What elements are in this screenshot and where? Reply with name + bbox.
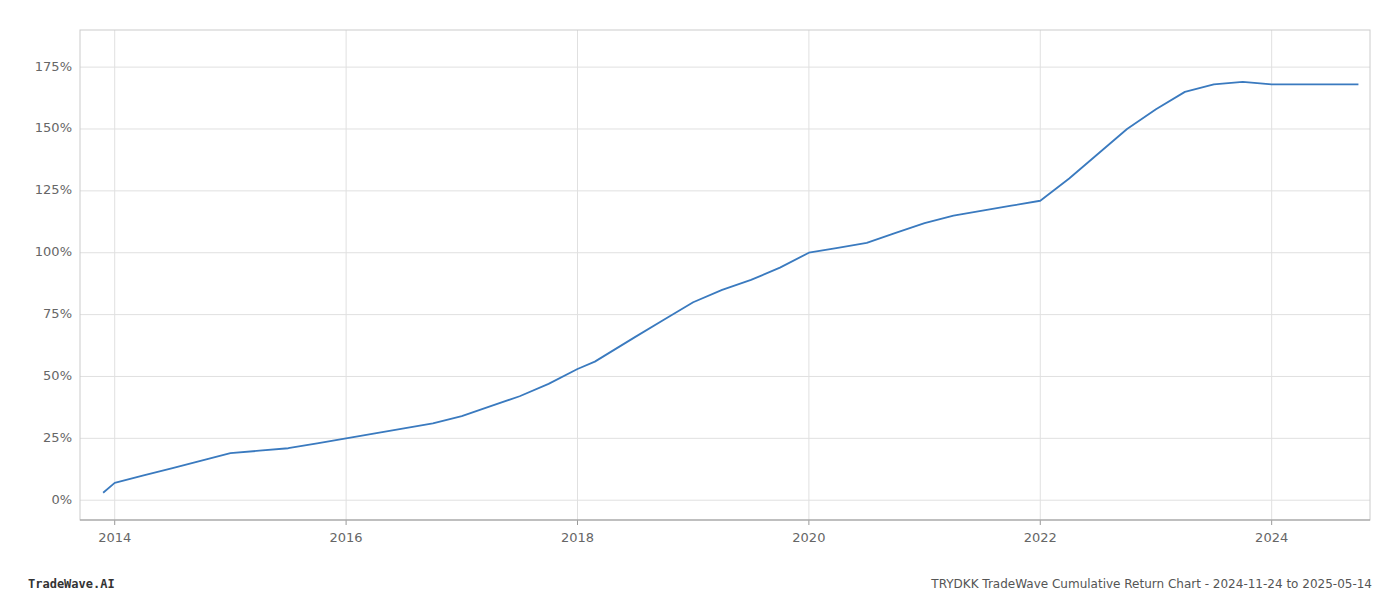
grid <box>80 30 1370 520</box>
data-layer <box>103 82 1358 493</box>
x-tick-mark <box>346 520 347 525</box>
plot-frame <box>80 30 1370 520</box>
y-grid-line <box>80 128 1370 129</box>
y-tick-label: 50% <box>43 368 72 383</box>
x-axis-line <box>80 520 1370 521</box>
x-tick-mark <box>1271 520 1272 525</box>
x-grid-line <box>346 30 347 520</box>
y-tick-label: 25% <box>43 430 72 445</box>
y-tick-label: 150% <box>35 120 72 135</box>
y-grid-line <box>80 67 1370 68</box>
y-grid-line <box>80 190 1370 191</box>
x-grid-line <box>1040 30 1041 520</box>
watermark: TradeWave.AI <box>28 577 115 591</box>
y-grid-line <box>80 252 1370 253</box>
x-grid-line <box>1271 30 1272 520</box>
chart: 0% 25% 50% 75% 100% 125% 150% 175% 2014 2016 2018 2… <box>0 0 1400 600</box>
x-tick-label: 2022 <box>1024 530 1057 545</box>
x-tick-label: 2018 <box>561 530 594 545</box>
y-tick-label: 75% <box>43 306 72 321</box>
x-tick-mark <box>114 520 115 525</box>
x-tick-label: 2020 <box>792 530 825 545</box>
x-tick-label: 2016 <box>330 530 363 545</box>
y-tick-label: 0% <box>51 492 72 507</box>
x-tick-mark <box>808 520 809 525</box>
y-grid-line <box>80 314 1370 315</box>
y-grid-line <box>80 376 1370 377</box>
line <box>103 82 1358 493</box>
y-grid-line <box>80 500 1370 501</box>
x-tick-mark <box>1040 520 1041 525</box>
x-grid-line <box>114 30 115 520</box>
x-grid-line <box>808 30 809 520</box>
y-tick-label: 125% <box>35 182 72 197</box>
title: TRYDKK TradeWave Cumulative Return Chart… <box>930 577 1372 591</box>
y-grid-line <box>80 438 1370 439</box>
x-grid-line <box>577 30 578 520</box>
x-tick-label: 2014 <box>98 530 131 545</box>
y-tick-label: 175% <box>35 59 72 74</box>
x-tick-mark <box>577 520 578 525</box>
y-tick-label: 100% <box>35 244 72 259</box>
x-tick-label: 2024 <box>1255 530 1288 545</box>
